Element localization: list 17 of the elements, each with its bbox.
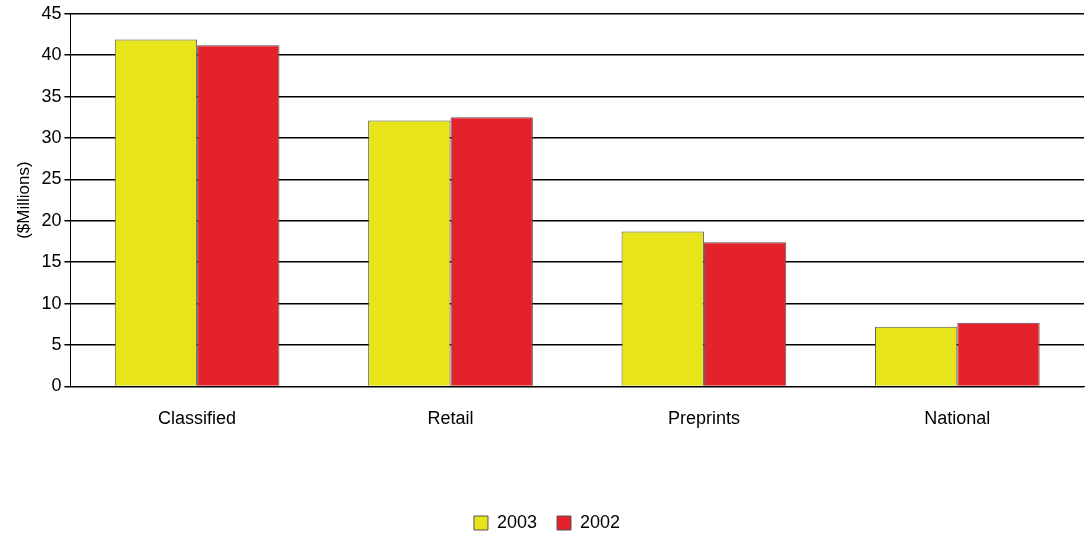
x-tick-label: Retail	[427, 408, 474, 429]
y-tick-label: 25	[41, 168, 62, 189]
x-tick-label: National	[924, 408, 991, 429]
y-tick-label: 15	[41, 251, 62, 272]
legend-label: 2003	[496, 511, 537, 532]
legend-label: 2002	[580, 511, 621, 532]
y-tick-label: 0	[51, 375, 62, 396]
y-tick-label: 45	[41, 2, 62, 23]
y-tick-label: 30	[41, 126, 62, 147]
y-axis-title: ($Millions)	[13, 161, 33, 239]
y-tick-label: 10	[41, 292, 62, 313]
y-tick-label: 20	[41, 209, 62, 230]
y-tick-label: 40	[41, 44, 62, 65]
x-tick-label: Preprints	[667, 408, 740, 429]
y-tick-label: 5	[51, 333, 62, 354]
x-tick-label: Classified	[158, 408, 237, 429]
y-tick-label: 35	[41, 85, 62, 106]
